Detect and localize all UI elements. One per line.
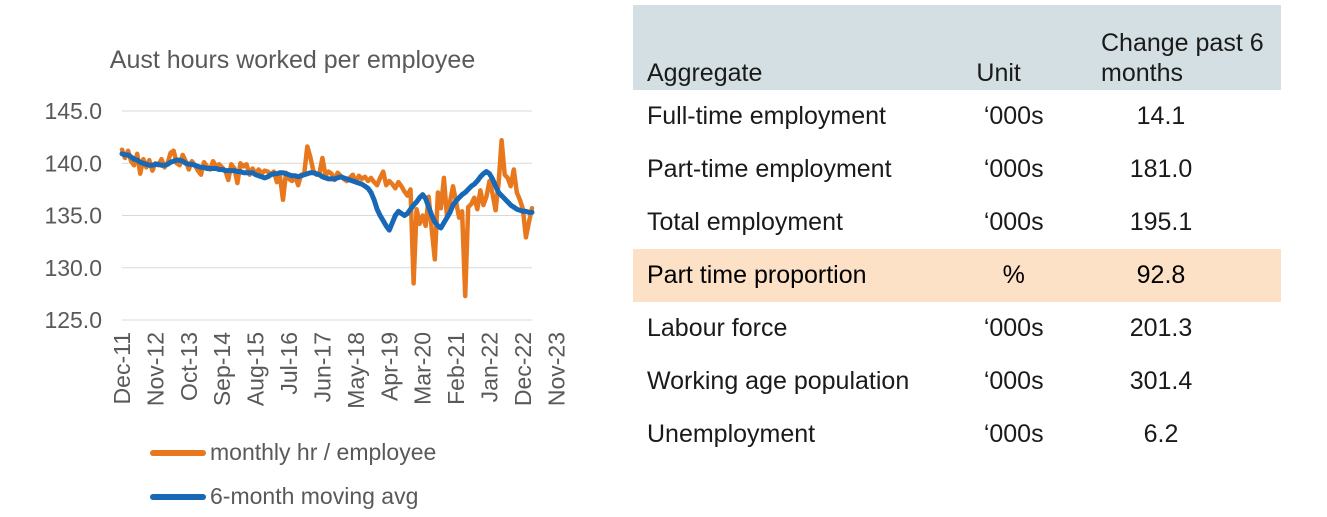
- x-tick-label: Aug-15: [243, 332, 269, 406]
- header-change-text: Change past 6 months: [1101, 29, 1264, 87]
- cell-unit: ‘000s: [983, 420, 1044, 448]
- line-chart: 125.0 130.0 135.0 140.0 145.0 Dec-11 Nov-12 Oct…: [44, 98, 569, 409]
- x-tick-label: Sep-14: [209, 332, 235, 406]
- cell-change: 92.8: [1136, 261, 1186, 289]
- table-row: Unemployment ‘000s 6.2: [633, 408, 1281, 461]
- employment-table: Aggregate Unit Change past 6 months Full…: [633, 5, 1281, 461]
- header-change: Change past 6 months: [1101, 5, 1281, 90]
- legend-label-moving-avg: 6-month moving avg: [210, 483, 419, 509]
- legend-swatch-moving-avg: [150, 493, 206, 500]
- table-row: Labour force ‘000s 201.3: [633, 302, 1281, 355]
- x-tick-label: Jan-22: [476, 332, 502, 402]
- y-tick-label: 145.0: [44, 98, 102, 124]
- cell-unit: ‘000s: [983, 102, 1044, 130]
- legend-label-monthly: monthly hr / employee: [210, 439, 437, 465]
- cell-aggregate: Full-time employment: [647, 102, 886, 130]
- series-line-moving-avg: [119, 151, 535, 233]
- table-row: Working age population ‘000s 301.4: [633, 355, 1281, 408]
- cell-unit: %: [1002, 261, 1025, 289]
- header-aggregate: Aggregate: [647, 59, 763, 87]
- cell-change: 301.4: [1129, 367, 1193, 395]
- x-tick-label: Apr-19: [376, 332, 402, 401]
- cell-change: 181.0: [1129, 155, 1193, 183]
- table-header-row: Aggregate Unit Change past 6 months: [633, 5, 1281, 90]
- x-tick-label: Feb-21: [443, 332, 469, 405]
- x-tick-label: Dec-22: [510, 332, 536, 406]
- y-tick-label: 135.0: [44, 203, 102, 229]
- cell-change: 6.2: [1143, 420, 1179, 448]
- x-tick-label: May-18: [343, 332, 369, 409]
- header-unit: Unit: [976, 59, 1021, 87]
- x-tick-label: Jul-16: [276, 332, 302, 395]
- cell-aggregate: Part time proportion: [647, 261, 867, 289]
- legend-item-moving-avg: 6-month moving avg: [150, 483, 418, 510]
- cell-change: 201.3: [1129, 314, 1193, 342]
- table-row-highlighted: Part time proportion % 92.8: [633, 249, 1281, 302]
- legend-item-monthly: monthly hr / employee: [150, 439, 436, 466]
- cell-aggregate: Unemployment: [647, 420, 816, 448]
- cell-change: 195.1: [1129, 208, 1193, 236]
- legend-swatch-monthly: [150, 449, 206, 456]
- y-tick-label: 130.0: [44, 255, 102, 281]
- x-tick-label: Nov-23: [543, 332, 569, 406]
- table-row: Full-time employment ‘000s 14.1: [633, 90, 1281, 143]
- x-tick-label: Dec-11: [109, 332, 135, 404]
- x-tick-label: Nov-12: [142, 332, 168, 406]
- x-tick-label: Oct-13: [176, 332, 202, 401]
- cell-aggregate: Part-time employment: [647, 155, 892, 183]
- cell-aggregate: Labour force: [647, 314, 788, 342]
- cell-unit: ‘000s: [983, 314, 1044, 342]
- cell-unit: ‘000s: [983, 367, 1044, 395]
- table-row: Total employment ‘000s 195.1: [633, 196, 1281, 249]
- cell-unit: ‘000s: [983, 155, 1044, 183]
- x-tick-label: Mar-20: [410, 332, 436, 405]
- table-row: Part-time employment ‘000s 181.0: [633, 143, 1281, 196]
- cell-aggregate: Total employment: [647, 208, 843, 236]
- cell-change: 14.1: [1136, 102, 1186, 130]
- y-tick-label: 140.0: [44, 150, 102, 176]
- chart-title: Aust hours worked per employee: [109, 46, 476, 74]
- employment-table-panel: Aggregate Unit Change past 6 months Full…: [633, 5, 1281, 461]
- cell-aggregate: Working age population: [647, 367, 910, 395]
- x-tick-label: Jun-17: [309, 332, 335, 402]
- y-tick-label: 125.0: [44, 307, 102, 333]
- cell-unit: ‘000s: [983, 208, 1044, 236]
- chart-panel: Aust hours worked per employee 125.0 130.…: [0, 0, 620, 517]
